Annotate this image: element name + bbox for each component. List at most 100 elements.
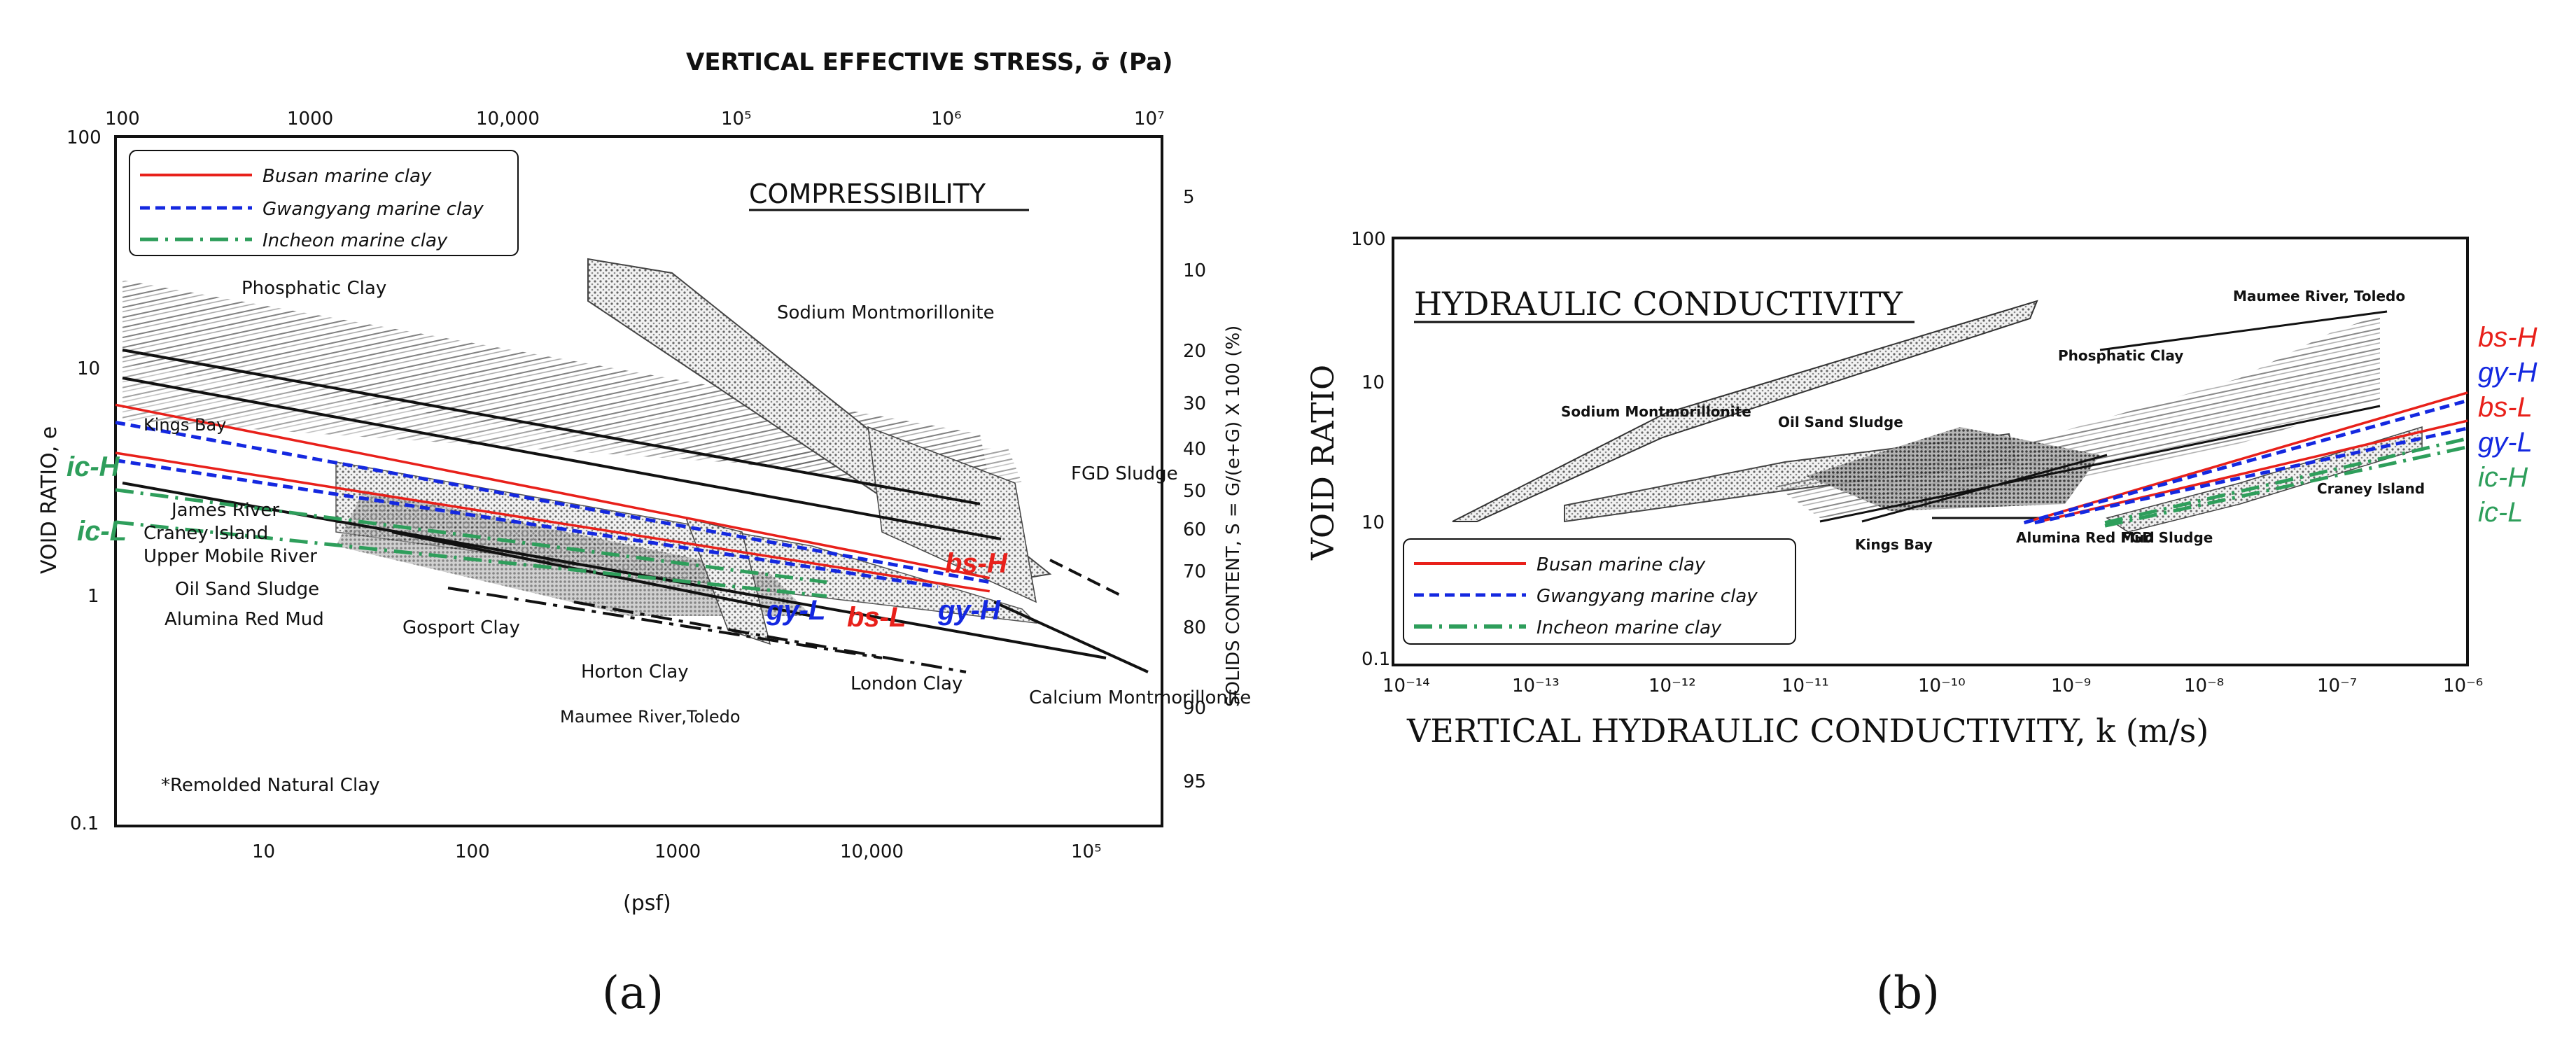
- line-mobile-river: [122, 482, 1107, 659]
- line-kings-bay: [122, 349, 981, 505]
- a-left-ticks: 100 10 1 0.1 VOID RATIO, e: [37, 127, 102, 834]
- a-rtick-50: 50: [1183, 481, 1206, 502]
- a-ann-phosphatic: Phosphatic Clay: [241, 278, 386, 299]
- b-xtick-m7: 10⁻⁷: [2317, 676, 2357, 696]
- b-ann-phosphatic: Phosphatic Clay: [2058, 347, 2183, 364]
- b-caption: (b): [1876, 967, 1940, 1019]
- a-ann-london: London Clay: [850, 673, 962, 694]
- b-legend-gwangyang: Gwangyang marine clay: [1536, 586, 1758, 607]
- b-ann-craney: Craney Island: [2317, 480, 2425, 497]
- b-literature-bands: [1452, 300, 2423, 533]
- b-label-ic-L: ic-L: [2478, 497, 2523, 528]
- b-legend-box: [1403, 538, 1796, 645]
- a-right-ticks: 5 10 20 30 40 50 60 70 80 90 95 SOLIDS C…: [1183, 187, 1244, 792]
- a-rtick-70: 70: [1183, 561, 1206, 582]
- a-legend: Busan marine clay Gwangyang marine clay …: [129, 150, 519, 256]
- b-series-group: [2023, 391, 2468, 528]
- a-label-bs-L: bs-L: [847, 602, 906, 633]
- b-bottom-ticks: 10⁻¹⁴ 10⁻¹³ 10⁻¹² 10⁻¹¹ 10⁻¹⁰ 10⁻⁹ 10⁻⁸ …: [1382, 676, 2483, 750]
- a-ytick-1: 1: [88, 586, 99, 607]
- band-phosphatic-clay: [122, 280, 994, 504]
- a-ann-alumina: Alumina Red Mud: [164, 609, 324, 630]
- b-ytick-10-upper: 10: [1362, 372, 1385, 393]
- a-ann-james-river: James River: [170, 500, 279, 521]
- a-label-ic-L: ic-L: [77, 516, 127, 547]
- a-series-bs-H: [115, 403, 990, 580]
- a-series-ic-H: [115, 488, 827, 584]
- a-bottom-ticks: 10 100 1000 10,000 10⁵ (psf): [252, 841, 1102, 916]
- a-rtick-5: 5: [1183, 187, 1195, 208]
- b-ann-oil-sand: Oil Sand Sludge: [1778, 414, 1903, 430]
- a-ann-maumee: Maumee River,Toledo: [560, 707, 741, 727]
- b-literature-lines: [1819, 310, 2388, 523]
- a-series-ic-L: [115, 520, 827, 598]
- a-xlabel-bottom: (psf): [623, 891, 671, 916]
- b-label-bs-H: bs-H: [2478, 322, 2538, 353]
- a-series-gy-H: [115, 421, 990, 584]
- a-xtick-10: 10: [252, 841, 275, 862]
- a-ytick-100: 100: [66, 127, 102, 148]
- b-xtick-m6: 10⁻⁶: [2443, 676, 2483, 696]
- a-rtick-90: 90: [1183, 698, 1206, 719]
- b-label-ic-H: ic-H: [2478, 462, 2528, 493]
- b-ann-sodium: Sodium Montmorillonite: [1561, 403, 1751, 420]
- line-calcium-mont: [993, 601, 1149, 673]
- a-chart-title: COMPRESSIBILITY: [749, 178, 986, 209]
- a-legend-box: [129, 150, 519, 256]
- b-ylabel: VOID RATIO: [1306, 365, 1341, 561]
- a-ytick-10: 10: [77, 358, 100, 379]
- a-xtick-top-10000: 10,000: [476, 108, 540, 130]
- a-legend-gwangyang: Gwangyang marine clay: [262, 199, 484, 220]
- a-series-group: [115, 403, 990, 598]
- b-series-bs-L: [2034, 419, 2468, 524]
- band-horton: [685, 517, 771, 645]
- b-xtick-m12: 10⁻¹²: [1648, 676, 1696, 696]
- b-line-maumee-top: [2099, 310, 2388, 351]
- b-line-kings: [1861, 454, 2108, 523]
- b-legend-incheon: Incheon marine clay: [1536, 617, 1722, 638]
- a-ann-gosport: Gosport Clay: [402, 617, 520, 638]
- b-ann-kings-bay: Kings Bay: [1855, 536, 1933, 553]
- a-ylabel: VOID RATIO, e: [37, 426, 62, 574]
- b-ann-fgd: FGD Sludge: [2121, 529, 2213, 546]
- a-literature-lines: [122, 349, 1149, 673]
- b-line-upper: [1819, 405, 2381, 523]
- b-series-ic-L: [2104, 445, 2468, 528]
- a-series-bs-L: [115, 451, 990, 593]
- b-annotations: Sodium Montmorillonite Maumee River, Tol…: [1561, 288, 2425, 553]
- a-ylabel-right: SOLIDS CONTENT, S = G/(e+G) X 100 (%): [1223, 326, 1244, 707]
- b-ann-alumina: Alumina Red Mud: [2016, 529, 2155, 546]
- line-horton: [573, 601, 967, 673]
- a-rtick-40: 40: [1183, 439, 1206, 460]
- b-series-bs-H: [2024, 391, 2468, 524]
- b-label-bs-L: bs-L: [2478, 392, 2533, 423]
- a-xtick-top-1e5: 10⁵: [721, 108, 752, 130]
- line-gosport: [447, 587, 883, 659]
- a-ann-sodium: Sodium Montmorillonite: [777, 302, 995, 323]
- b-xtick-m8: 10⁻⁸: [2184, 676, 2224, 696]
- band-fgd-upper: [867, 426, 1037, 603]
- a-literature-bands: [122, 258, 1052, 645]
- a-ann-remolded: *Remolded Natural Clay: [161, 775, 379, 796]
- a-caption: (a): [602, 967, 664, 1019]
- a-rtick-10: 10: [1183, 260, 1206, 281]
- b-legend-busan: Busan marine clay: [1536, 554, 1706, 575]
- a-xtick-top-100: 100: [105, 108, 140, 130]
- a-xtick-top-1000: 1000: [287, 108, 333, 130]
- b-ann-maumee: Maumee River, Toledo: [2233, 288, 2405, 304]
- a-rtick-20: 20: [1183, 341, 1206, 362]
- a-rtick-30: 30: [1183, 393, 1206, 414]
- band-wavy-upper: [122, 364, 1022, 483]
- b-ytick-10-lower: 10: [1362, 512, 1385, 533]
- panel-b: HYDRAULIC CONDUCTIVITY 100 10 10 0.1 VOI…: [1306, 229, 2538, 1019]
- a-ann-craney: Craney Island: [144, 523, 268, 544]
- b-legend: Busan marine clay Gwangyang marine clay …: [1403, 538, 1796, 645]
- b-band-oil-sand: [1806, 427, 2100, 511]
- b-xtick-m14: 10⁻¹⁴: [1382, 676, 1430, 696]
- a-xtick-top-1e6: 10⁶: [931, 108, 962, 130]
- b-ytick-0.1: 0.1: [1362, 649, 1390, 670]
- a-xtick-1e5: 10⁵: [1071, 841, 1102, 862]
- line-upper-band: [122, 377, 1002, 540]
- a-series-labels: bs-H bs-L gy-H gy-L ic-H ic-L: [66, 451, 1008, 633]
